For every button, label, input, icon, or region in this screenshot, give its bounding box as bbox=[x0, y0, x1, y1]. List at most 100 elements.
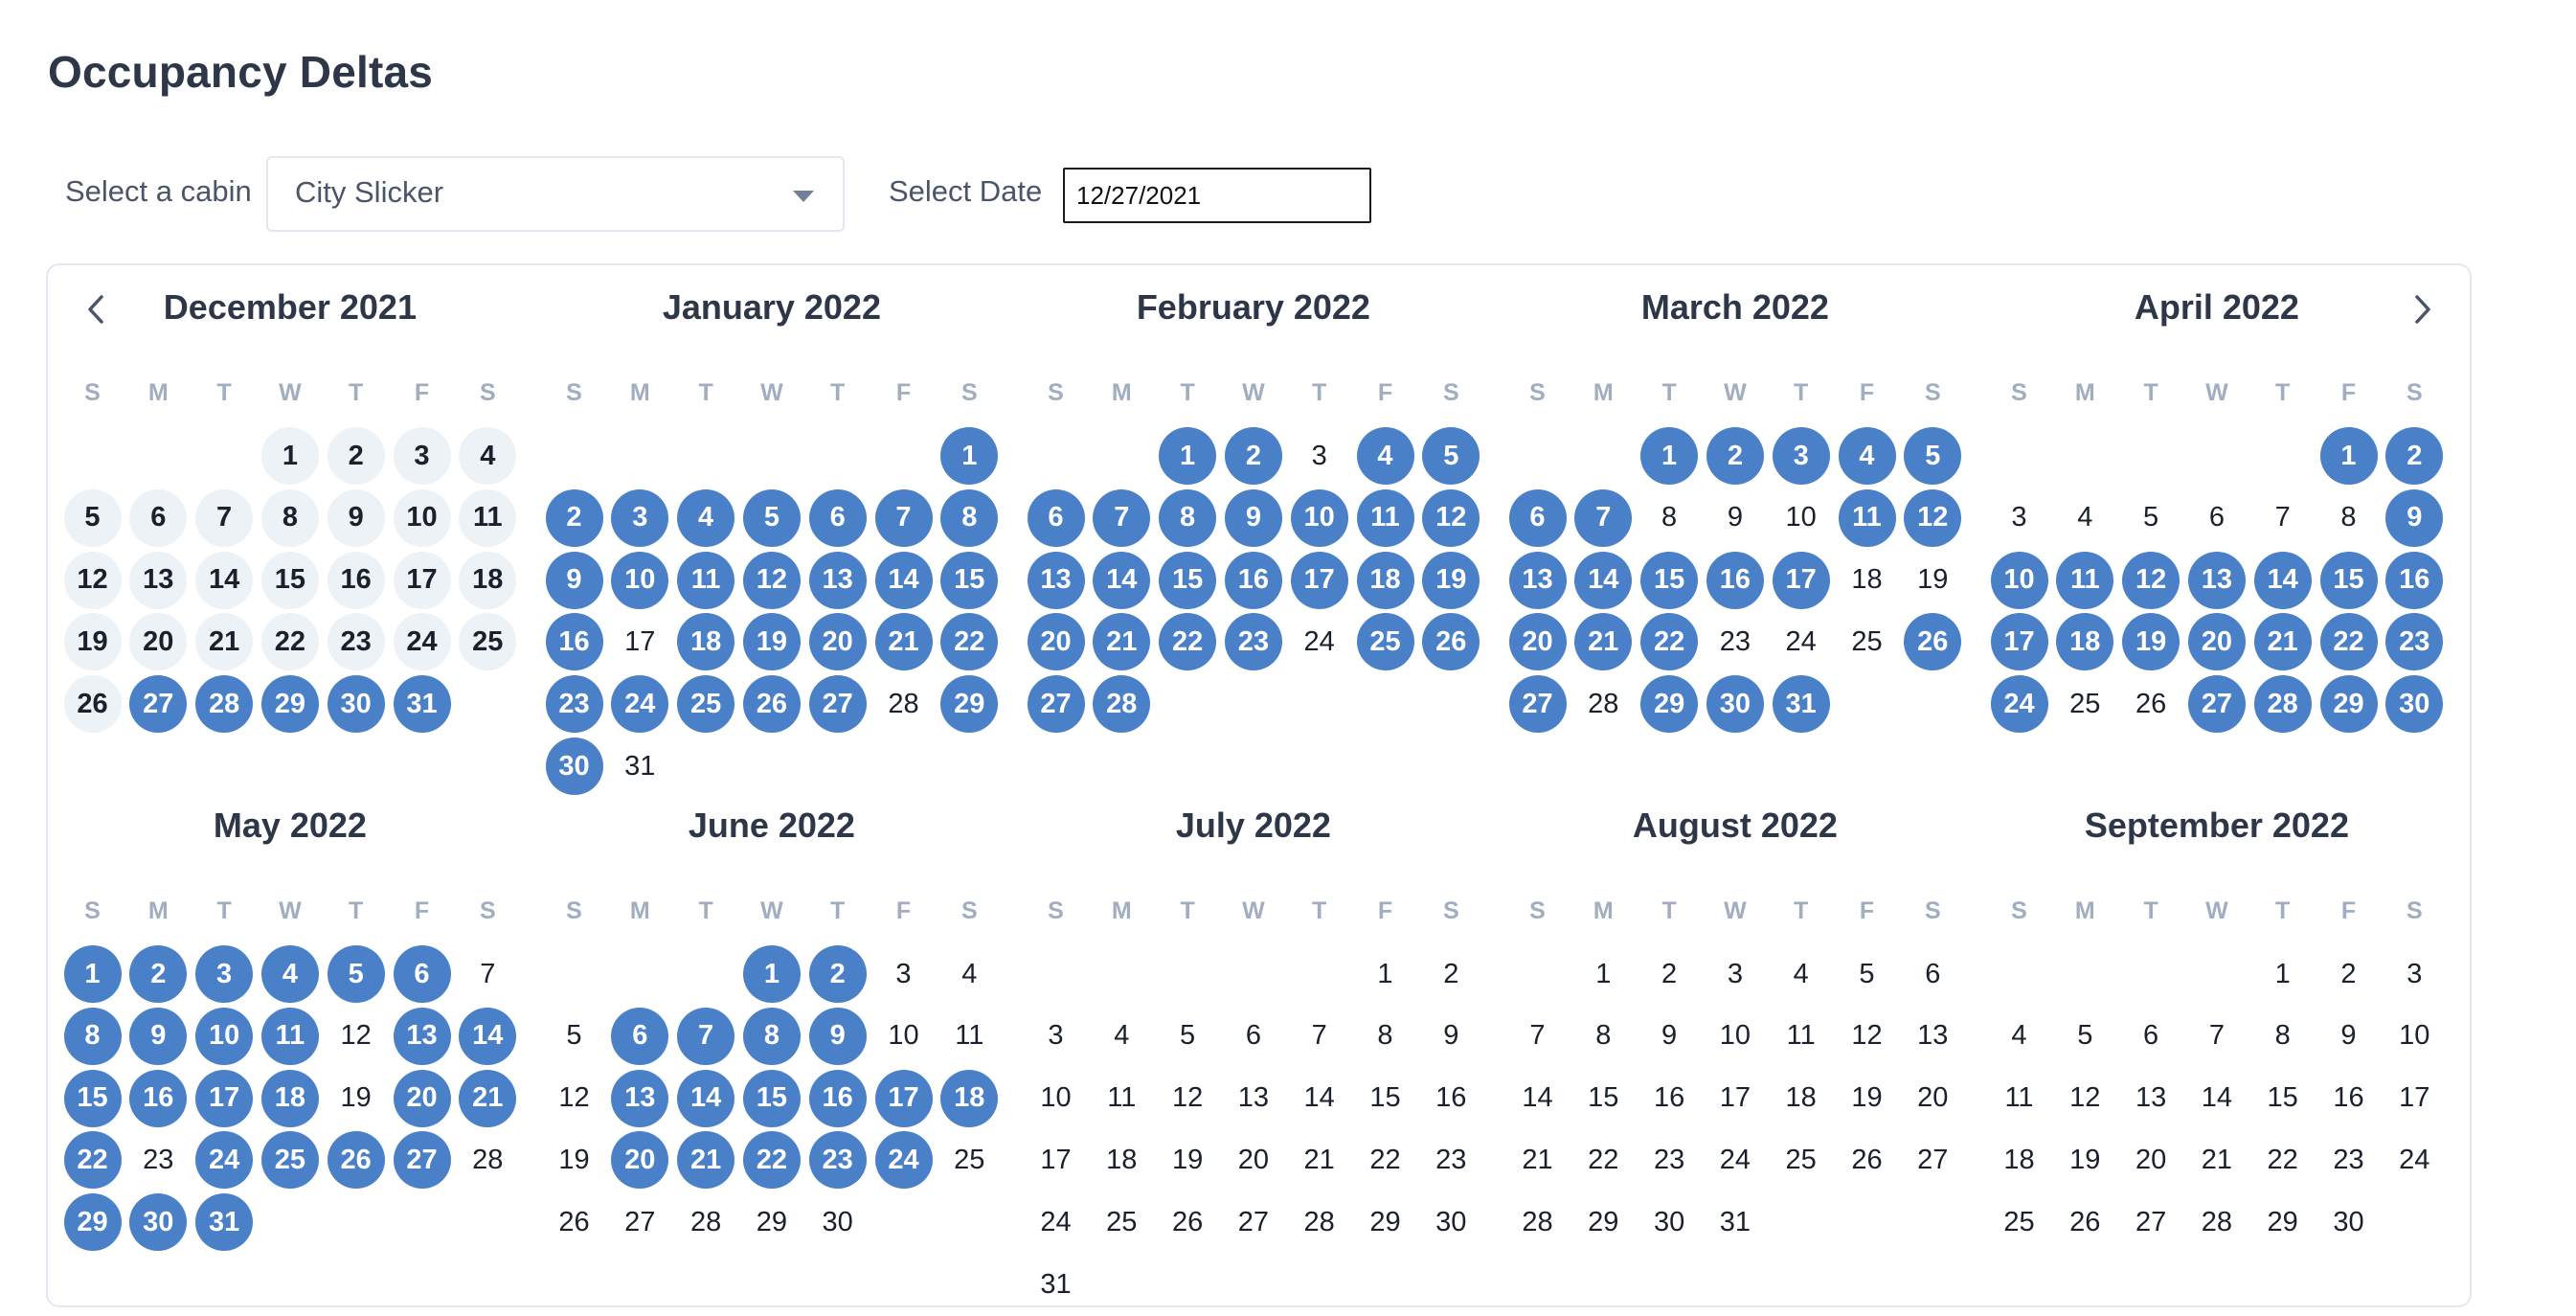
calendar-day[interactable]: 25 bbox=[1785, 1144, 1817, 1175]
calendar-day[interactable]: 11 bbox=[1786, 1020, 1816, 1052]
calendar-day[interactable]: 22 bbox=[1159, 613, 1217, 671]
calendar-day[interactable]: 24 bbox=[2399, 1144, 2430, 1175]
calendar-day[interactable]: 8 bbox=[1661, 502, 1678, 533]
calendar-day[interactable]: 28 bbox=[2253, 675, 2312, 734]
calendar-day[interactable]: 17 bbox=[195, 1069, 254, 1127]
calendar-day[interactable]: 24 bbox=[1040, 1206, 1072, 1237]
calendar-day[interactable]: 1 bbox=[2274, 958, 2291, 989]
calendar-day[interactable]: 3 bbox=[1311, 440, 1327, 471]
calendar-day[interactable]: 5 bbox=[327, 945, 385, 1003]
calendar-day[interactable]: 24 bbox=[1303, 625, 1335, 657]
calendar-day[interactable]: 13 bbox=[129, 551, 188, 609]
calendar-day[interactable]: 18 bbox=[1851, 564, 1883, 596]
calendar-day[interactable]: 2 bbox=[1706, 427, 1764, 485]
calendar-day[interactable]: 12 bbox=[742, 551, 801, 609]
calendar-day[interactable]: 23 bbox=[808, 1131, 867, 1190]
calendar-day[interactable]: 26 bbox=[1171, 1206, 1204, 1237]
calendar-day[interactable]: 9 bbox=[327, 488, 385, 547]
calendar-day[interactable]: 9 bbox=[2385, 488, 2444, 547]
calendar-day[interactable]: 1 bbox=[742, 945, 801, 1003]
calendar-day[interactable]: 8 bbox=[1377, 1020, 1393, 1052]
calendar-day[interactable]: 13 bbox=[808, 551, 867, 609]
calendar-day[interactable]: 2 bbox=[545, 488, 603, 547]
calendar-day[interactable]: 17 bbox=[1719, 1082, 1751, 1114]
calendar-day[interactable]: 31 bbox=[195, 1193, 254, 1252]
calendar-day[interactable]: 28 bbox=[472, 1144, 504, 1175]
calendar-day[interactable]: 20 bbox=[2135, 1144, 2167, 1175]
date-input[interactable] bbox=[1063, 168, 1371, 223]
calendar-day[interactable]: 5 bbox=[2143, 502, 2159, 533]
calendar-day[interactable]: 29 bbox=[63, 1193, 122, 1252]
calendar-day[interactable]: 22 bbox=[1369, 1144, 1401, 1175]
calendar-day[interactable]: 9 bbox=[1727, 502, 1743, 533]
calendar-day[interactable]: 17 bbox=[1772, 551, 1830, 609]
calendar-day[interactable]: 11 bbox=[260, 1007, 319, 1065]
calendar-day[interactable]: 23 bbox=[1653, 1144, 1685, 1175]
calendar-day[interactable]: 6 bbox=[1925, 958, 1941, 989]
calendar-day[interactable]: 15 bbox=[63, 1069, 122, 1127]
calendar-day[interactable]: 10 bbox=[1990, 551, 2048, 609]
calendar-day[interactable]: 26 bbox=[2069, 1206, 2101, 1237]
calendar-day[interactable]: 27 bbox=[808, 675, 867, 734]
caret-down-icon[interactable] bbox=[793, 191, 814, 202]
calendar-day[interactable]: 19 bbox=[558, 1144, 590, 1175]
calendar-day[interactable]: 21 bbox=[2253, 613, 2312, 671]
calendar-day[interactable]: 24 bbox=[1719, 1144, 1751, 1175]
calendar-day[interactable]: 25 bbox=[2069, 688, 2101, 719]
calendar-day[interactable]: 27 bbox=[1917, 1144, 1949, 1175]
calendar-day[interactable]: 9 bbox=[1661, 1020, 1678, 1052]
calendar-day[interactable]: 25 bbox=[459, 613, 517, 671]
calendar-day[interactable]: 24 bbox=[874, 1131, 933, 1190]
calendar-day[interactable]: 26 bbox=[558, 1206, 590, 1237]
calendar-day[interactable]: 18 bbox=[2003, 1144, 2035, 1175]
calendar-day[interactable]: 6 bbox=[1508, 488, 1567, 547]
calendar-day[interactable]: 13 bbox=[393, 1007, 451, 1065]
calendar-day[interactable]: 10 bbox=[195, 1007, 254, 1065]
calendar-day[interactable]: 25 bbox=[2003, 1206, 2035, 1237]
calendar-day[interactable]: 19 bbox=[63, 613, 122, 671]
calendar-day[interactable]: 2 bbox=[327, 427, 385, 485]
calendar-day[interactable]: 10 bbox=[1290, 488, 1348, 547]
calendar-day[interactable]: 15 bbox=[1159, 551, 1217, 609]
calendar-day[interactable]: 1 bbox=[260, 427, 319, 485]
calendar-day[interactable]: 17 bbox=[2399, 1082, 2430, 1114]
calendar-day[interactable]: 23 bbox=[327, 613, 385, 671]
calendar-day[interactable]: 31 bbox=[393, 675, 451, 734]
calendar-day[interactable]: 10 bbox=[888, 1020, 919, 1052]
calendar-day[interactable]: 3 bbox=[895, 958, 912, 989]
calendar-day[interactable]: 17 bbox=[1990, 613, 2048, 671]
calendar-day[interactable]: 3 bbox=[1048, 1020, 1064, 1052]
calendar-day[interactable]: 5 bbox=[1859, 958, 1875, 989]
calendar-day[interactable]: 22 bbox=[1640, 613, 1699, 671]
calendar-day[interactable]: 26 bbox=[327, 1131, 385, 1190]
calendar-day[interactable]: 11 bbox=[2056, 551, 2114, 609]
calendar-day[interactable]: 20 bbox=[129, 613, 188, 671]
calendar-day[interactable]: 28 bbox=[2201, 1206, 2233, 1237]
calendar-day[interactable]: 4 bbox=[677, 488, 735, 547]
calendar-day[interactable]: 11 bbox=[459, 488, 517, 547]
calendar-day[interactable]: 9 bbox=[1224, 488, 1282, 547]
calendar-day[interactable]: 8 bbox=[2274, 1020, 2291, 1052]
calendar-day[interactable]: 9 bbox=[2340, 1020, 2357, 1052]
calendar-day[interactable]: 25 bbox=[1106, 1206, 1138, 1237]
calendar-day[interactable]: 3 bbox=[611, 488, 669, 547]
calendar-day[interactable]: 19 bbox=[340, 1082, 372, 1114]
calendar-day[interactable]: 7 bbox=[2274, 502, 2291, 533]
calendar-day[interactable]: 19 bbox=[1917, 564, 1949, 596]
calendar-day[interactable]: 3 bbox=[195, 945, 254, 1003]
calendar-day[interactable]: 4 bbox=[2011, 1020, 2027, 1052]
calendar-day[interactable]: 5 bbox=[1180, 1020, 1196, 1052]
calendar-day[interactable]: 25 bbox=[1356, 613, 1414, 671]
calendar-day[interactable]: 27 bbox=[1237, 1206, 1270, 1237]
calendar-day[interactable]: 19 bbox=[1851, 1082, 1883, 1114]
calendar-day[interactable]: 23 bbox=[2333, 1144, 2364, 1175]
calendar-day[interactable]: 13 bbox=[1508, 551, 1567, 609]
calendar-day[interactable]: 14 bbox=[1093, 551, 1151, 609]
calendar-day[interactable]: 26 bbox=[1904, 613, 1962, 671]
calendar-day[interactable]: 21 bbox=[874, 613, 933, 671]
calendar-day[interactable]: 7 bbox=[874, 488, 933, 547]
calendar-day[interactable]: 16 bbox=[1224, 551, 1282, 609]
calendar-day[interactable]: 16 bbox=[545, 613, 603, 671]
calendar-day[interactable]: 30 bbox=[822, 1206, 853, 1237]
calendar-day[interactable]: 22 bbox=[2267, 1144, 2298, 1175]
